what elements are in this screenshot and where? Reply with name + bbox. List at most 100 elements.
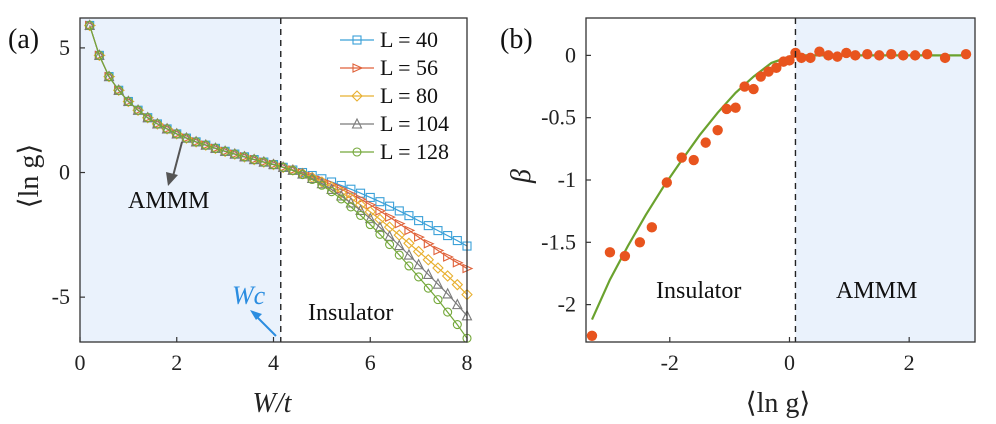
panel-a-xlabel: W/t xyxy=(253,388,293,419)
data-point-L128 xyxy=(123,96,133,107)
data-point-L56 xyxy=(452,257,464,268)
data-point-L104 xyxy=(326,183,337,195)
beta-data-point xyxy=(661,177,672,188)
beta-data-point xyxy=(921,48,933,60)
data-point-L128 xyxy=(336,194,346,204)
data-point-L40 xyxy=(375,197,385,207)
panel-a-insulator-label: Insulator xyxy=(308,300,393,326)
data-point-L104 xyxy=(422,268,434,280)
legend-entry: L = 40 xyxy=(380,27,438,52)
data-point-L128 xyxy=(152,119,162,129)
x-tick-label: 8 xyxy=(462,350,473,375)
data-point-L128 xyxy=(220,146,230,156)
series-line-L128 xyxy=(89,25,468,339)
legend-marker xyxy=(352,35,362,45)
data-point-L128 xyxy=(288,165,298,176)
data-point-L128 xyxy=(181,133,191,143)
y-tick-label: -5 xyxy=(52,284,70,309)
beta-data-point xyxy=(939,52,951,64)
data-point-L40 xyxy=(365,192,375,202)
data-point-L80 xyxy=(316,176,328,188)
y-tick-label: -1.5 xyxy=(541,229,576,254)
data-point-L128 xyxy=(85,20,95,31)
beta-data-point xyxy=(823,50,834,61)
data-point-L128 xyxy=(239,152,250,162)
panel-b-insulator-label: Insulator xyxy=(656,278,741,304)
beta-data-point xyxy=(841,47,852,59)
data-point-L80 xyxy=(432,262,444,274)
data-point-L56 xyxy=(443,252,455,262)
panel-b-data-layer xyxy=(586,46,972,341)
data-point-L128 xyxy=(259,157,269,167)
data-point-L128 xyxy=(278,162,288,172)
data-point-L128 xyxy=(210,143,220,153)
y-tick-label: 5 xyxy=(59,35,70,60)
data-point-L128 xyxy=(114,85,124,95)
data-point-L128 xyxy=(268,159,279,170)
data-point-L128 xyxy=(201,140,211,150)
data-point-L80 xyxy=(412,245,425,258)
beta-data-point xyxy=(700,137,711,148)
data-point-L80 xyxy=(441,270,454,282)
data-point-L56 xyxy=(385,212,396,222)
beta-data-point xyxy=(771,62,782,74)
data-point-L104 xyxy=(374,221,386,232)
legend-entry: L = 80 xyxy=(380,83,438,108)
data-point-L128 xyxy=(356,210,366,220)
beta-data-point xyxy=(897,50,909,61)
x-tick-label: 4 xyxy=(268,350,279,375)
legend-marker xyxy=(351,90,363,102)
panel-a-data-layer xyxy=(83,19,474,343)
data-point-L104 xyxy=(432,277,444,289)
x-tick-label: 0 xyxy=(75,350,86,375)
beta-data-point xyxy=(784,55,795,66)
beta-data-point xyxy=(850,50,861,61)
panel-a-chart: 0 2 4 6 850-5 (a) ⟨ln g⟩ W/t AMMM Insulator … xyxy=(8,17,474,419)
panel-a-label: (a) xyxy=(8,24,39,55)
x-tick-label: 6 xyxy=(365,350,376,375)
legend-entry: L = 128 xyxy=(380,139,449,164)
data-point-L128 xyxy=(433,295,443,305)
data-point-L128 xyxy=(297,169,308,180)
data-point-L40 xyxy=(433,226,443,236)
y-tick-label: -2 xyxy=(558,292,576,317)
beta-data-point xyxy=(862,48,873,60)
beta-data-point xyxy=(721,103,732,115)
data-point-L56 xyxy=(394,218,406,229)
legend-entry: L = 104 xyxy=(380,111,449,136)
data-point-L128 xyxy=(443,307,453,317)
data-point-L104 xyxy=(393,239,405,251)
data-point-L104 xyxy=(442,287,454,299)
y-tick-label: -1 xyxy=(558,167,576,192)
x-tick-label: 0 xyxy=(784,350,795,375)
beta-data-point xyxy=(688,154,699,166)
data-point-L40 xyxy=(452,236,462,246)
panel-b-chart: -2 0 2 0 -0.5 -1 -1.5 -2 (b) β ⟨ln g⟩ Insulator… xyxy=(500,17,976,419)
data-point-L104 xyxy=(355,204,366,215)
beta-data-point xyxy=(874,50,885,61)
beta-data-point xyxy=(634,237,646,248)
data-point-L56 xyxy=(346,189,358,199)
beta-data-point xyxy=(748,83,759,95)
beta-data-point xyxy=(796,52,807,64)
legend-marker xyxy=(352,147,362,157)
data-point-L56 xyxy=(414,232,425,242)
data-point-L128 xyxy=(394,250,404,260)
data-point-L128 xyxy=(133,105,143,115)
panel-b-ammm-label: AMMM xyxy=(836,278,917,304)
panel-a-legend: L = 40 L = 56 L = 80 L = 104 L = 128 xyxy=(340,27,449,164)
data-point-L40 xyxy=(385,201,395,211)
data-point-L80 xyxy=(451,278,464,291)
panel-b-ticks: -2 0 2 0 -0.5 -1 -1.5 -2 xyxy=(541,42,914,375)
data-point-L56 xyxy=(375,206,387,216)
beta-data-point xyxy=(886,48,897,60)
panel-b-label: (b) xyxy=(500,24,533,55)
data-point-L128 xyxy=(172,129,182,139)
data-point-L128 xyxy=(414,272,424,282)
beta-data-point xyxy=(960,48,972,60)
data-point-L40 xyxy=(394,206,404,216)
data-point-L128 xyxy=(385,240,395,250)
x-tick-label: -2 xyxy=(661,350,679,375)
data-point-L104 xyxy=(451,298,463,310)
data-point-L128 xyxy=(404,261,414,271)
